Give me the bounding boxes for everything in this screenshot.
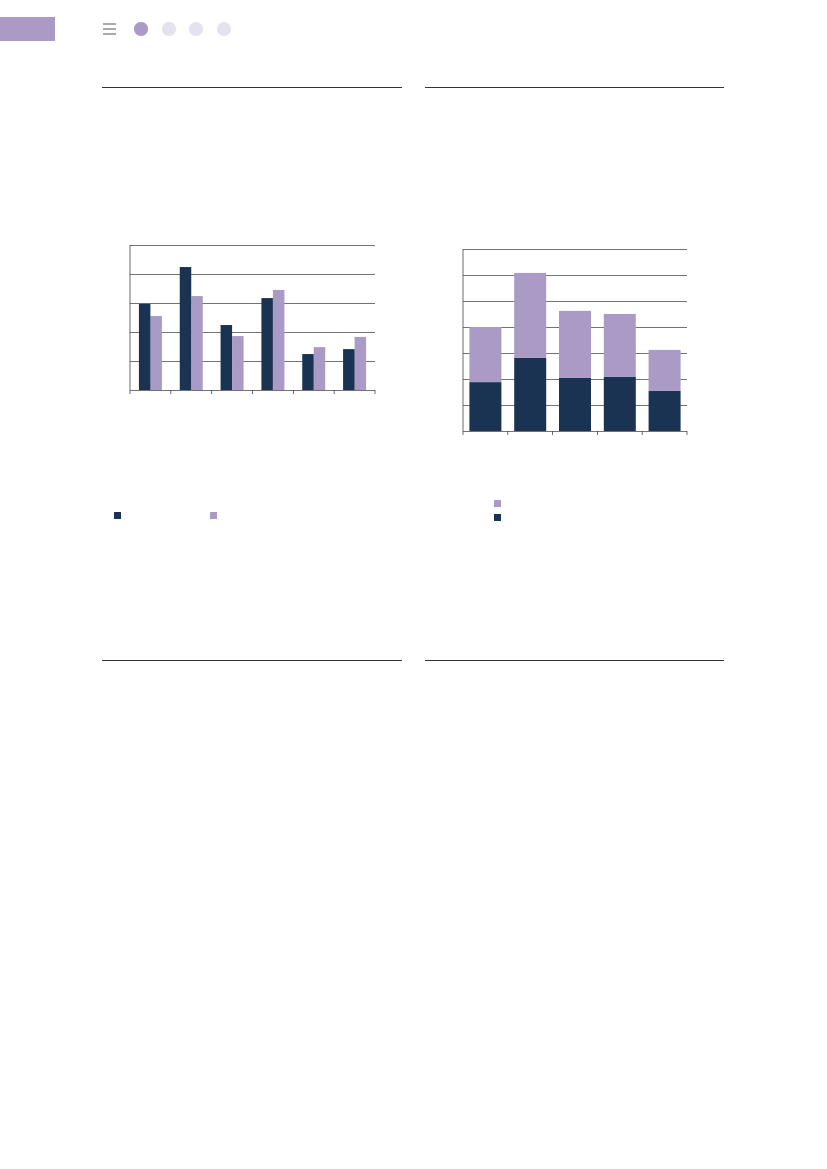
page-dot[interactable] bbox=[134, 22, 148, 36]
bar bbox=[220, 325, 233, 390]
bar-segment bbox=[648, 349, 681, 391]
bar bbox=[191, 296, 203, 390]
bar bbox=[272, 289, 285, 390]
section-tab bbox=[0, 17, 55, 41]
bar-segment bbox=[514, 272, 547, 358]
page-dot[interactable] bbox=[217, 22, 231, 36]
bar bbox=[232, 336, 244, 390]
bar-segment bbox=[603, 314, 636, 377]
page-dot[interactable] bbox=[189, 22, 203, 36]
bar bbox=[138, 303, 151, 390]
bar-segment bbox=[648, 390, 681, 431]
bar bbox=[302, 354, 314, 390]
bar bbox=[150, 316, 162, 390]
bar-segment bbox=[514, 357, 547, 431]
bar-segment bbox=[603, 376, 636, 431]
bar bbox=[261, 298, 273, 390]
legend-swatch bbox=[494, 500, 501, 507]
legend-swatch bbox=[494, 514, 501, 521]
bar-segment bbox=[469, 327, 502, 383]
bar-segment bbox=[559, 310, 591, 378]
bar-segment bbox=[469, 382, 502, 431]
separators bbox=[102, 87, 724, 661]
page-dot[interactable] bbox=[162, 22, 176, 36]
bar bbox=[179, 267, 192, 390]
legend-swatch bbox=[210, 512, 217, 519]
legend-swatch bbox=[114, 512, 121, 519]
bar bbox=[354, 336, 367, 390]
bar bbox=[343, 349, 355, 390]
menu-icon[interactable] bbox=[103, 23, 116, 35]
bar bbox=[313, 347, 326, 390]
bar-segment bbox=[559, 377, 591, 431]
